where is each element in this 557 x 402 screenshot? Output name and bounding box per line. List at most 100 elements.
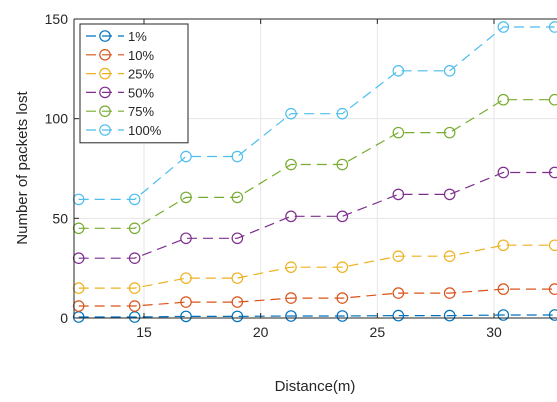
data-point xyxy=(336,292,349,304)
data-point xyxy=(548,93,557,106)
data-point xyxy=(392,188,405,201)
legend-entry: 50% xyxy=(86,85,154,100)
data-point xyxy=(497,239,510,252)
legend-label: 1% xyxy=(128,29,147,44)
legend: 1% 10% 25% 50% 75% 100% xyxy=(79,23,189,144)
data-point xyxy=(231,296,244,308)
legend-entry: 25% xyxy=(86,67,154,82)
data-point xyxy=(443,188,456,201)
data-point xyxy=(128,193,141,206)
data-point xyxy=(285,261,297,273)
data-point xyxy=(497,93,510,106)
data-point xyxy=(285,310,297,322)
data-point xyxy=(285,210,297,223)
data-point xyxy=(231,310,244,323)
legend-entry: 10% xyxy=(86,48,154,63)
data-point xyxy=(231,150,244,163)
data-point xyxy=(392,126,405,139)
y-tick-label: 50 xyxy=(52,210,68,226)
series-line xyxy=(78,26,555,200)
data-point xyxy=(497,166,510,179)
series-layer xyxy=(72,21,557,323)
x-axis-label: Distance(m) xyxy=(275,378,356,395)
x-tick-label: 25 xyxy=(370,324,386,340)
data-point xyxy=(548,166,557,179)
legend-marker xyxy=(99,48,111,61)
series-4 xyxy=(72,93,557,235)
data-point xyxy=(231,191,244,204)
data-point xyxy=(180,296,192,308)
data-point xyxy=(392,65,405,77)
data-point xyxy=(497,21,510,33)
y-tick-label: 0 xyxy=(60,310,68,326)
y-tick-label: 150 xyxy=(45,11,69,27)
data-point xyxy=(336,107,349,120)
legend-marker xyxy=(99,105,111,117)
data-point xyxy=(231,232,244,245)
data-point xyxy=(336,261,349,273)
legend-marker xyxy=(99,86,111,99)
data-point xyxy=(72,282,85,294)
legend-label: 25% xyxy=(128,67,154,82)
legend-marker xyxy=(99,124,111,136)
legend-entry: 75% xyxy=(86,104,154,119)
data-point xyxy=(548,239,557,252)
data-point xyxy=(548,309,557,321)
x-tick-label: 20 xyxy=(253,324,269,340)
data-point xyxy=(180,310,192,323)
legend-label: 10% xyxy=(128,48,154,63)
data-point xyxy=(497,283,510,295)
legend-entry: 100% xyxy=(86,123,162,138)
series-line xyxy=(78,314,555,318)
legend-marker xyxy=(99,67,111,80)
series-5 xyxy=(72,21,557,206)
data-point xyxy=(128,300,141,312)
series-2 xyxy=(72,239,557,294)
legend-box xyxy=(79,23,189,144)
x-tick-label: 30 xyxy=(486,324,502,340)
y-axis-label: Number of packets lost xyxy=(14,90,31,244)
y-tick-label: 100 xyxy=(45,111,69,127)
legend-label: 100% xyxy=(128,123,162,138)
series-line xyxy=(78,288,555,307)
data-point xyxy=(392,287,405,299)
legend-label: 75% xyxy=(128,104,154,119)
data-point xyxy=(285,107,297,120)
data-point xyxy=(128,282,141,294)
series-line xyxy=(78,99,555,229)
x-tick-label: 15 xyxy=(136,324,152,340)
ticks: 15 20 25 30 0 50 100 150 xyxy=(45,11,502,340)
data-point xyxy=(231,272,244,284)
data-point xyxy=(72,300,85,312)
data-point xyxy=(285,158,297,171)
data-point xyxy=(180,150,192,163)
data-point xyxy=(548,21,557,33)
data-point xyxy=(392,309,405,322)
data-point xyxy=(180,191,192,204)
axes xyxy=(73,18,557,319)
legend-marker xyxy=(99,30,111,42)
data-point xyxy=(443,126,456,139)
data-point xyxy=(548,283,557,295)
data-point xyxy=(285,292,297,304)
data-point xyxy=(180,232,192,245)
data-point xyxy=(72,222,85,235)
series-1 xyxy=(72,283,557,312)
series-3 xyxy=(72,166,557,265)
data-point xyxy=(443,309,456,322)
data-point xyxy=(72,252,85,265)
data-point xyxy=(72,193,85,206)
data-point xyxy=(443,287,456,299)
data-point xyxy=(336,210,349,223)
series-line xyxy=(78,171,555,259)
data-point xyxy=(336,310,349,322)
data-point xyxy=(392,250,405,263)
data-point xyxy=(497,309,510,321)
legend-label: 50% xyxy=(128,85,154,100)
series-line xyxy=(78,244,555,289)
data-point xyxy=(128,252,141,265)
data-point xyxy=(443,250,456,263)
data-point xyxy=(443,65,456,77)
legend-entry: 1% xyxy=(86,29,147,44)
